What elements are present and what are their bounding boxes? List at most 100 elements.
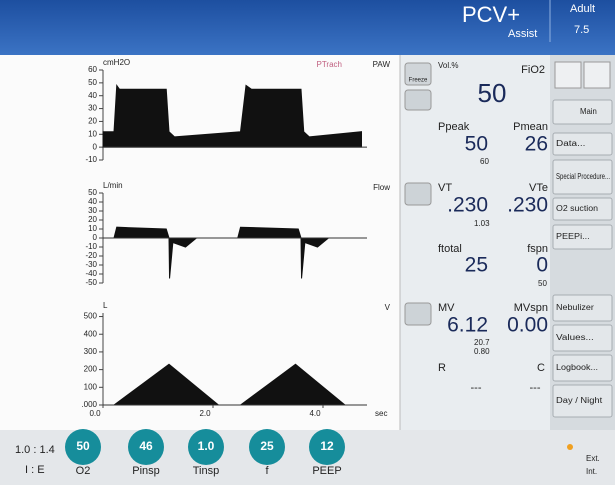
menu-button[interactable]	[552, 224, 613, 250]
y-tick-label: 0	[93, 142, 98, 151]
y-tick-label: 10	[88, 224, 97, 233]
mv-limit-low: 0.80	[474, 347, 490, 356]
menu-label: O2 suction	[556, 204, 598, 213]
menu-label: Special Procedure...	[556, 172, 610, 181]
menu-button[interactable]	[552, 99, 613, 125]
mv-value: 6.12	[447, 314, 488, 337]
channel-label: PTrach	[317, 60, 343, 69]
y-tick-label: -10	[85, 155, 97, 164]
y-tick-label: 20	[88, 215, 97, 224]
y-tick-label: 40	[88, 91, 97, 100]
menu-label: PEEPi...	[556, 232, 590, 241]
setting-knob[interactable]	[188, 429, 224, 465]
menu-button[interactable]	[552, 324, 613, 352]
ie-label: I : E	[25, 464, 45, 476]
x-unit: sec	[375, 409, 387, 418]
waveform-button[interactable]	[404, 302, 432, 326]
setting-value: 12	[320, 439, 334, 453]
y-tick-label: 20	[88, 117, 97, 126]
menu-button[interactable]	[552, 384, 613, 418]
waveform-button[interactable]	[404, 89, 432, 111]
y-tick-label: -50	[85, 278, 97, 287]
int-status: Int.	[586, 467, 597, 476]
menu-label: Values...	[556, 333, 594, 342]
setting-label: PEEP	[312, 465, 341, 477]
vt-limit: 1.03	[474, 219, 490, 228]
y-tick-label: 300	[84, 347, 98, 356]
fspn-label: fspn	[527, 243, 548, 255]
icon-button[interactable]	[583, 61, 611, 89]
setting-knob[interactable]	[309, 429, 345, 465]
mvspn-value: 0.00	[507, 314, 548, 337]
freeze-label: Freeze	[409, 78, 428, 84]
channel-label: Flow	[373, 183, 390, 192]
waveform	[102, 83, 362, 148]
waveform-area	[0, 55, 400, 430]
setting-knob[interactable]	[128, 429, 164, 465]
ext-status: Ext.	[586, 454, 600, 463]
icon-button[interactable]	[554, 61, 582, 89]
unit-label: cmH2O	[103, 58, 130, 67]
menu-button[interactable]	[552, 354, 613, 382]
vt-label: VT	[438, 182, 452, 194]
fspn-value: 0	[536, 254, 548, 277]
mode: PCV+	[462, 2, 520, 27]
y-tick-label: .000	[81, 400, 97, 409]
menu-label: Data...	[556, 139, 585, 148]
setting-value: 46	[139, 439, 153, 453]
setting-label: O2	[76, 465, 91, 477]
menu-button[interactable]	[552, 159, 613, 195]
setting-value: 1.0	[198, 439, 215, 453]
setting-knob[interactable]	[249, 429, 285, 465]
waveform-button[interactable]	[404, 182, 432, 206]
unit-label: L/min	[103, 181, 123, 190]
vte-value: .230	[507, 194, 548, 217]
status-dot	[567, 444, 573, 450]
y-tick-label: 200	[84, 365, 98, 374]
y-tick-label: 50	[88, 78, 97, 87]
y-tick-label: 400	[84, 329, 98, 338]
pmean-value: 26	[525, 133, 548, 156]
menu-button[interactable]	[552, 132, 613, 156]
mv-label: MV	[438, 302, 455, 314]
ftotal-value: 25	[465, 254, 488, 277]
ftotal-label: ftotal	[438, 243, 462, 255]
menu-button[interactable]	[552, 197, 613, 221]
weight: 7.5	[574, 24, 589, 36]
y-tick-label: 100	[84, 382, 98, 391]
menu-button[interactable]	[552, 294, 613, 322]
f-limit: 50	[538, 279, 547, 288]
channel-label: V	[385, 303, 391, 312]
y-tick-label: 10	[88, 129, 97, 138]
setting-label: Pinsp	[132, 465, 160, 477]
setting-value: 50	[76, 439, 90, 453]
vt-value: .230	[447, 194, 488, 217]
menu-label: Nebulizer	[556, 303, 594, 312]
y-tick-label: 500	[84, 312, 98, 321]
menu-label: Day / Night	[556, 396, 603, 405]
y-tick-label: 60	[88, 65, 97, 74]
freeze-button[interactable]	[404, 62, 432, 86]
header-bar	[0, 0, 615, 55]
monitor-panel	[400, 55, 550, 430]
fio2-value: 50	[478, 78, 507, 108]
fio2-unit: Vol.%	[438, 61, 458, 70]
y-tick-label: 40	[88, 197, 97, 206]
c-value: ---	[530, 382, 541, 394]
vte-label: VTe	[529, 182, 548, 194]
setting-value: 25	[260, 439, 274, 453]
x-tick-label: 0.0	[89, 409, 101, 418]
menu-label: Main	[580, 107, 597, 116]
ppeak-value: 50	[465, 133, 488, 156]
mv-limit-high: 20.7	[474, 338, 490, 347]
menu-label: Logbook...	[556, 363, 598, 372]
patient: Adult	[570, 3, 595, 15]
setting-label: f	[265, 465, 269, 477]
submode: Assist	[508, 28, 537, 40]
setting-label: Tinsp	[193, 465, 220, 477]
settings-bar	[0, 430, 615, 485]
pmean-label: Pmean	[513, 121, 548, 133]
unit-label: L	[103, 301, 108, 310]
setting-knob[interactable]	[65, 429, 101, 465]
y-tick-label: -20	[85, 251, 97, 260]
